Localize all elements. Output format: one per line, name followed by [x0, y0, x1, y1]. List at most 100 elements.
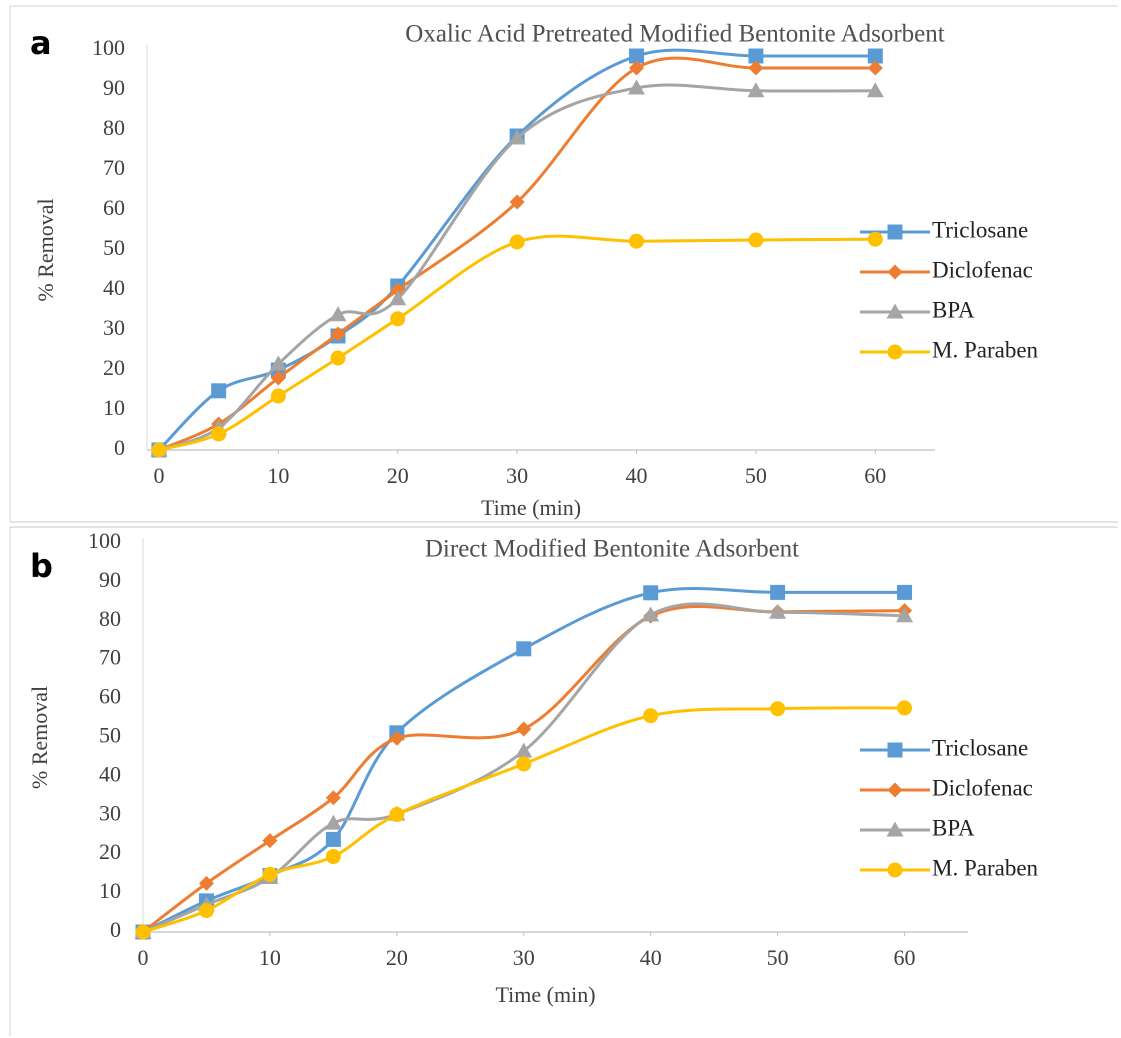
data-point: [516, 641, 532, 657]
data-point: [270, 388, 286, 404]
y-tick-label: 60: [103, 195, 125, 220]
data-point: [628, 79, 646, 95]
data-point: [509, 194, 525, 210]
data-point: [325, 790, 341, 806]
y-tick-label: 20: [103, 355, 125, 380]
series-line: [158, 56, 876, 452]
y-tick-label: 30: [99, 800, 121, 825]
y-tick-label: 30: [103, 315, 125, 340]
x-tick-label: 40: [626, 463, 648, 488]
data-point: [330, 326, 346, 342]
y-tick-label: 80: [103, 115, 125, 140]
y-tick-label: 90: [99, 567, 121, 592]
data-point: [324, 814, 342, 830]
data-point: [748, 48, 764, 64]
series-line: [157, 48, 876, 452]
y-tick-label: 100: [92, 35, 125, 60]
data-point: [769, 603, 787, 619]
data-point: [643, 708, 659, 724]
data-point: [135, 924, 151, 940]
x-axis-label: Time (min): [481, 495, 581, 520]
y-tick-label: 90: [103, 75, 125, 100]
legend-marker: [886, 303, 904, 319]
data-point: [770, 701, 786, 717]
x-tick-label: 40: [640, 945, 662, 970]
data-point: [770, 584, 786, 600]
data-point: [896, 607, 914, 623]
data-point: [389, 807, 405, 823]
y-tick-label: 70: [99, 645, 121, 670]
x-axis-label: Time (min): [495, 982, 595, 1007]
legend-marker: [887, 862, 903, 878]
x-tick-label: 20: [386, 945, 408, 970]
x-tick-label: 0: [153, 463, 164, 488]
legend-marker: [887, 344, 903, 360]
panel-label: b: [30, 547, 53, 585]
data-point: [629, 60, 645, 76]
series-line: [142, 587, 905, 934]
series-line: [142, 706, 905, 934]
x-tick-label: 30: [513, 945, 535, 970]
x-tick-label: 30: [506, 463, 528, 488]
y-tick-label: 70: [103, 155, 125, 180]
data-point: [211, 383, 227, 399]
x-tick-label: 60: [864, 463, 886, 488]
legend-marker: [887, 782, 903, 798]
y-tick-label: 20: [99, 839, 121, 864]
data-point: [389, 290, 407, 306]
data-point: [211, 426, 227, 442]
legend-marker: [887, 742, 903, 758]
data-point: [330, 350, 346, 366]
data-point: [867, 231, 883, 247]
legend-label: M. Paraben: [932, 337, 1039, 362]
data-point: [747, 82, 765, 98]
data-point: [390, 311, 406, 327]
data-point: [867, 48, 883, 64]
data-point: [269, 355, 287, 371]
data-point: [643, 585, 659, 601]
data-point: [262, 866, 278, 882]
x-tick-label: 10: [259, 945, 281, 970]
data-point: [198, 903, 214, 919]
data-point: [642, 606, 660, 622]
y-tick-label: 40: [103, 275, 125, 300]
data-point: [325, 849, 341, 865]
data-point: [329, 306, 347, 322]
y-axis-label: % Removal: [33, 198, 58, 301]
y-tick-label: 60: [99, 684, 121, 709]
legend-label: Diclofenac: [932, 257, 1033, 282]
y-tick-label: 50: [99, 723, 121, 748]
data-point: [389, 730, 405, 746]
legend-label: Triclosane: [932, 735, 1028, 760]
y-axis-label: % Removal: [27, 686, 52, 789]
data-point: [748, 232, 764, 248]
data-point: [198, 875, 214, 891]
panel-label: a: [30, 24, 52, 62]
data-point: [897, 700, 913, 716]
series-line: [158, 83, 876, 452]
y-tick-label: 0: [114, 435, 125, 460]
legend-marker: [886, 821, 904, 837]
legend-label: M. Paraben: [932, 855, 1039, 880]
x-tick-label: 20: [387, 463, 409, 488]
data-point: [516, 721, 532, 737]
y-tick-label: 10: [99, 878, 121, 903]
data-point: [629, 233, 645, 249]
y-tick-label: 80: [99, 606, 121, 631]
chart-title: Oxalic Acid Pretreated Modified Bentonit…: [405, 21, 945, 48]
data-point: [325, 831, 341, 847]
chart-title: Direct Modified Bentonite Adsorbent: [425, 536, 799, 563]
y-tick-label: 50: [103, 235, 125, 260]
data-point: [270, 370, 286, 386]
y-tick-label: 100: [88, 528, 121, 553]
data-point: [509, 234, 525, 250]
legend-label: BPA: [932, 815, 975, 840]
legend-label: Diclofenac: [932, 775, 1033, 800]
x-tick-label: 10: [267, 463, 289, 488]
legend-marker: [887, 224, 903, 240]
data-point: [515, 742, 533, 758]
data-point: [867, 60, 883, 76]
y-tick-label: 0: [110, 917, 121, 942]
